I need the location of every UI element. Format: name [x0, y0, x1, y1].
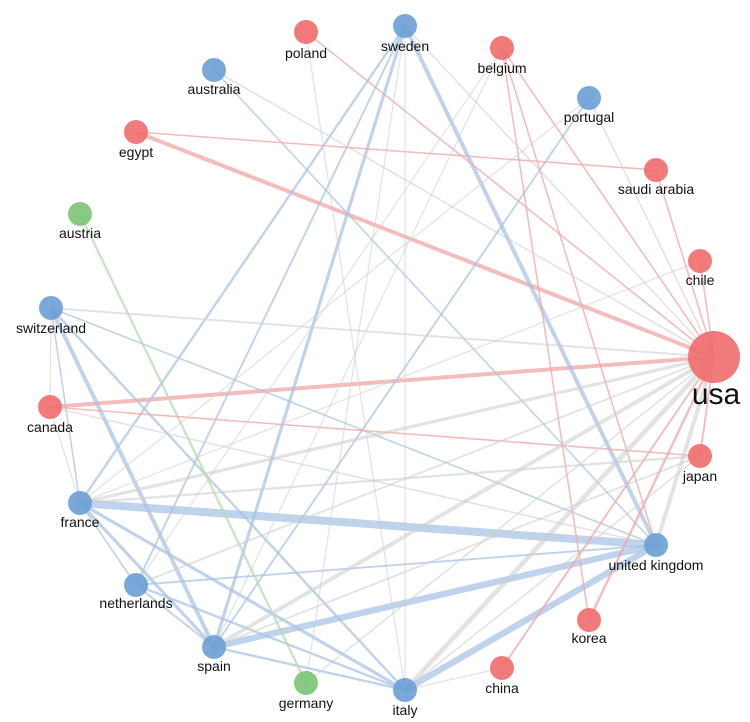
edge-france-chile — [79, 260, 701, 504]
edge-spain-italy — [212, 645, 407, 692]
edge-switzerland-united_kingdom — [50, 307, 657, 546]
edge-saudi_arabia-usa — [655, 169, 715, 358]
node-belgium — [490, 36, 514, 60]
edge-netherlands-belgium — [135, 47, 503, 586]
edge-france-united_kingdom — [76, 499, 660, 549]
node-label-italy: italy — [393, 702, 418, 718]
edge-japan-spain — [213, 455, 701, 648]
edge-sweden-germany — [305, 25, 406, 684]
node-label-japan: japan — [682, 468, 717, 484]
node-austria — [68, 202, 92, 226]
node-poland — [294, 20, 318, 44]
edge-france-italy — [78, 501, 407, 692]
edge-usa-netherlands — [135, 356, 715, 586]
edge-egypt-usa — [134, 130, 716, 359]
node-label-germany: germany — [279, 695, 333, 711]
edge-usa-korea — [587, 355, 716, 622]
node-label-korea: korea — [571, 630, 606, 646]
node-label-china: china — [485, 680, 519, 696]
node-label-sweden: sweden — [381, 38, 429, 54]
edge-italy-poland — [305, 31, 406, 691]
edge-switzerland-spain — [49, 306, 216, 649]
edge-spain-belgium — [213, 47, 503, 648]
node-australia — [202, 58, 226, 82]
edge-switzerland-canada — [49, 307, 52, 408]
edge-canada-france — [49, 406, 81, 504]
node-layer — [38, 14, 740, 702]
node-label-austria: austria — [59, 225, 101, 241]
edge-usa-sweden — [404, 25, 715, 358]
node-china — [490, 656, 514, 680]
edge-france-netherlands — [79, 502, 137, 586]
node-canada — [38, 395, 62, 419]
node-label-usa: usa — [692, 378, 741, 411]
edge-netherlands-united_kingdom — [135, 544, 657, 586]
edge-netherlands-italy — [134, 583, 407, 692]
edge-netherlands-spain — [135, 584, 215, 648]
node-germany — [294, 671, 318, 695]
edge-spain-united_kingdom — [210, 541, 660, 651]
edge-canada-japan — [49, 406, 701, 457]
edge-sweden-netherlands — [135, 25, 406, 586]
edge-france-portugal — [79, 97, 590, 504]
edge-japan-france — [78, 454, 702, 505]
node-egypt — [124, 120, 148, 144]
edge-japan-italy — [404, 455, 701, 691]
node-spain — [202, 635, 226, 659]
edge-usa-china — [501, 356, 715, 669]
edge-poland-usa — [305, 31, 715, 358]
node-korea — [577, 608, 601, 632]
edge-layer — [48, 24, 717, 694]
edge-usa-france — [78, 355, 716, 505]
node-label-poland: poland — [285, 45, 327, 61]
edge-belgium-usa — [501, 47, 715, 358]
node-label-chile: chile — [686, 272, 715, 288]
node-label-netherlands: netherlands — [99, 595, 172, 611]
edge-canada-usa — [48, 355, 716, 409]
node-label-canada: canada — [27, 419, 73, 435]
node-japan — [688, 444, 712, 468]
node-label-portugal: portugal — [564, 109, 615, 125]
edge-france-spain — [78, 501, 216, 649]
node-label-switzerland: switzerland — [16, 320, 86, 336]
node-label-france: france — [61, 514, 100, 530]
node-netherlands — [124, 573, 148, 597]
node-sweden — [393, 14, 417, 38]
node-label-egypt: egypt — [119, 144, 153, 160]
node-saudi_arabia — [644, 158, 668, 182]
edge-italy-china — [404, 667, 503, 691]
edge-belgium-korea — [501, 47, 590, 621]
node-portugal — [577, 86, 601, 110]
node-chile — [688, 249, 712, 273]
node-france — [68, 491, 92, 515]
edge-sweden-united_kingdom — [403, 24, 658, 547]
edge-usa-australia — [213, 69, 715, 358]
node-label-united_kingdom: united kingdom — [609, 557, 704, 573]
node-label-australia: australia — [188, 81, 241, 97]
edge-usa-germany — [305, 356, 715, 684]
edge-united_kingdom-canada — [49, 406, 657, 546]
edge-austria-germany — [78, 212, 308, 685]
edge-switzerland-france — [50, 307, 81, 504]
node-switzerland — [39, 296, 63, 320]
edge-switzerland-italy — [49, 306, 407, 692]
edge-sweden-france — [78, 24, 407, 505]
node-usa — [688, 331, 740, 383]
edge-sweden-spain — [212, 24, 407, 649]
edge-egypt-saudi_arabia — [135, 131, 657, 171]
node-label-saudi_arabia: saudi arabia — [618, 181, 694, 197]
edge-usa-united_kingdom — [654, 355, 716, 547]
node-label-belgium: belgium — [477, 60, 526, 76]
edge-usa-portugal — [588, 97, 715, 358]
node-italy — [393, 678, 417, 702]
edge-usa-switzerland — [50, 307, 715, 358]
node-united_kingdom — [644, 533, 668, 557]
edge-portugal-spain — [213, 97, 590, 648]
node-label-spain: spain — [197, 658, 230, 674]
label-layer: usa sweden poland belgium australia portugal e… — [16, 38, 741, 718]
